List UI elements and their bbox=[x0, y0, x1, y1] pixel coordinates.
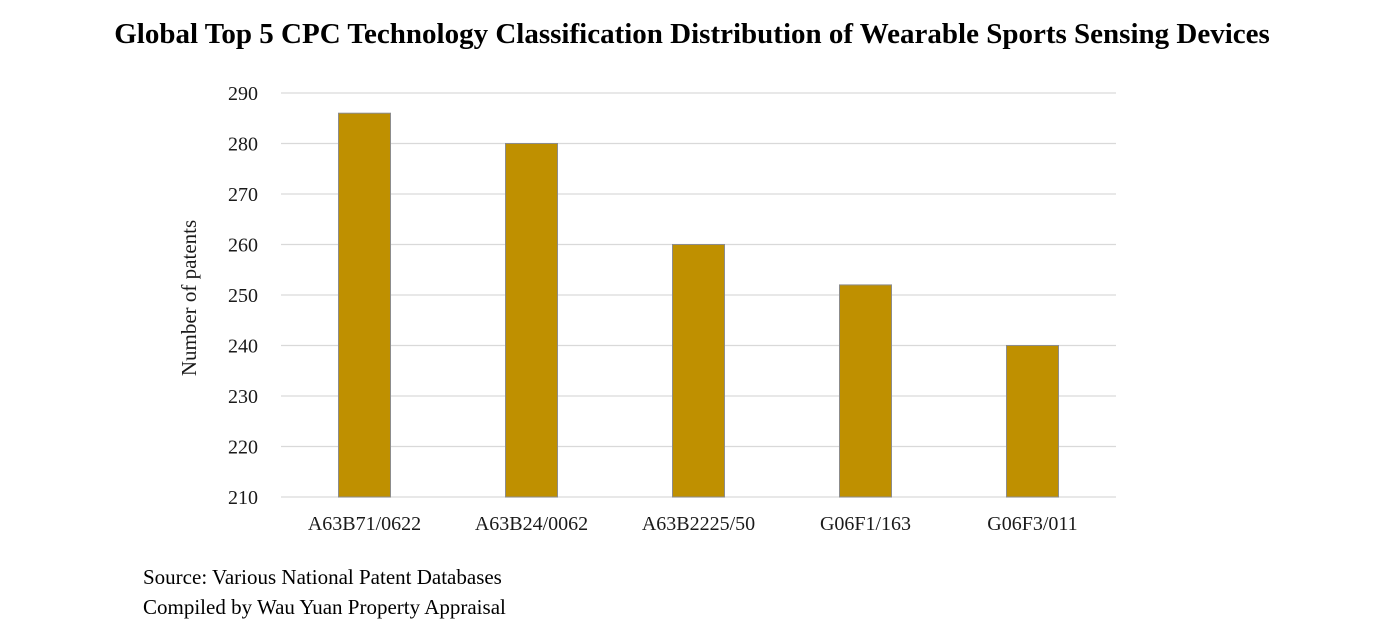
chart-title: Global Top 5 CPC Technology Classificati… bbox=[114, 18, 1270, 50]
y-tick-label: 230 bbox=[228, 386, 258, 408]
x-axis-ticks: A63B71/0622 A63B24/0062 A63B2225/50 G06F1/1… bbox=[308, 513, 1078, 535]
y-axis-ticks: 210 220 230 240 250 260 270 280 290 bbox=[228, 83, 258, 509]
bar bbox=[1006, 345, 1059, 498]
bar bbox=[839, 284, 892, 498]
y-tick-label: 260 bbox=[228, 235, 258, 257]
y-tick-label: 270 bbox=[228, 184, 258, 206]
source-note: Source: Various National Patent Database… bbox=[143, 565, 502, 589]
x-tick-label: G06F3/011 bbox=[987, 513, 1077, 535]
x-tick-label: A63B2225/50 bbox=[642, 513, 755, 535]
y-tick-label: 250 bbox=[228, 285, 258, 307]
y-tick-label: 290 bbox=[228, 83, 258, 105]
y-axis-label: Number of patents bbox=[177, 220, 201, 376]
bar bbox=[338, 112, 391, 498]
x-tick-label: G06F1/163 bbox=[820, 513, 911, 535]
bar bbox=[672, 244, 725, 498]
bar bbox=[505, 143, 558, 498]
x-tick-label: A63B24/0062 bbox=[475, 513, 588, 535]
y-tick-label: 280 bbox=[228, 134, 258, 156]
bars bbox=[338, 112, 1059, 498]
compiled-note: Compiled by Wau Yuan Property Appraisal bbox=[143, 595, 506, 619]
y-tick-label: 210 bbox=[228, 487, 258, 509]
x-tick-label: A63B71/0622 bbox=[308, 513, 421, 535]
y-tick-label: 240 bbox=[228, 336, 258, 358]
y-tick-label: 220 bbox=[228, 437, 258, 459]
